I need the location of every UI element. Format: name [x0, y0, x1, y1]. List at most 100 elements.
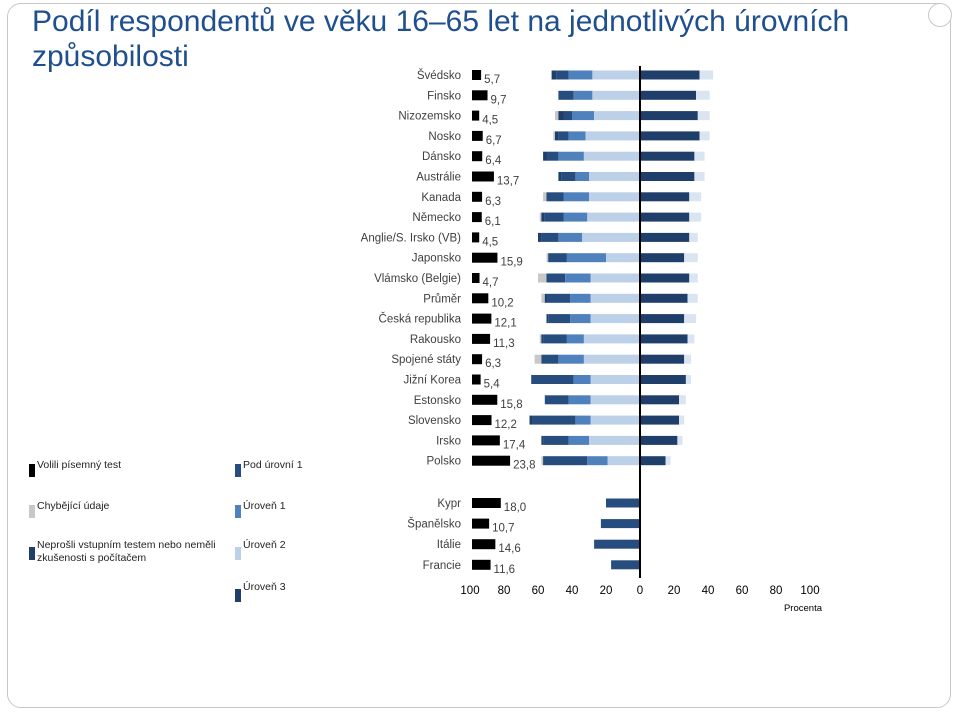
bar-segment-neprosli	[555, 131, 559, 141]
bar-segment-uroven_2	[585, 131, 640, 141]
bar-segment-uroven_2	[583, 354, 640, 364]
test-bar	[472, 518, 490, 529]
bar-segment-pod_uroven_1	[548, 314, 571, 324]
bar-segment-uroven_3	[640, 172, 695, 181]
bar-segment-uroven_4_5	[696, 90, 710, 100]
bar-segment-uroven_4_5	[684, 314, 697, 324]
bar-segment-uroven_1	[558, 232, 583, 242]
bar-segment-uroven_4_5	[679, 415, 685, 425]
country-label: Kypr	[437, 498, 461, 510]
bar-segment-uroven_1	[573, 375, 591, 384]
bar-segment-uroven_3	[640, 435, 678, 445]
bar-segment-pod_uroven_1	[543, 456, 588, 466]
bar-segment-pod_uroven_1	[556, 70, 569, 80]
bar-segment-pod_uroven_1	[546, 151, 559, 161]
x-tick-label: 100	[460, 585, 479, 597]
country-label: Estonsko	[414, 395, 461, 407]
bar-segment-uroven_2	[590, 293, 640, 303]
test-value-label: 18,0	[504, 502, 526, 514]
bar-segment-uroven_4_5	[687, 293, 698, 303]
test-value-label: 6,1	[485, 216, 501, 228]
country-label: Irsko	[436, 435, 461, 447]
test-bar	[472, 252, 498, 263]
bar-segment-neprosli	[558, 172, 562, 181]
x-tick-label: 60	[736, 585, 749, 597]
country-label: Slovensko	[408, 415, 461, 427]
bar-segment-uroven_2	[582, 232, 640, 242]
bar-segment-uroven_1	[568, 131, 586, 141]
x-tick-label: 40	[702, 585, 715, 597]
bar-segment-uroven_2	[583, 334, 640, 344]
test-bar	[472, 70, 482, 80]
country-label: Německo	[412, 212, 461, 224]
country-label: Průměr	[423, 293, 461, 305]
country-label: Nosko	[428, 131, 461, 143]
bar-segment-neprosli	[541, 435, 544, 445]
test-bar	[472, 232, 480, 243]
country-label: Francie	[423, 560, 461, 572]
legend: Volili písemný test Pod úrovní 1 Chybějící…	[29, 459, 303, 602]
bar-segment-uroven_1	[568, 395, 591, 405]
country-label: Dánsko	[422, 151, 461, 163]
x-tick-label: 80	[498, 585, 511, 597]
test-value-label: 10,2	[491, 297, 513, 309]
legend-swatch-neprosli	[29, 547, 35, 560]
country-label: Itálie	[437, 539, 461, 551]
page-title: Podíl respondentů ve věku 16–65 let na j…	[32, 5, 850, 73]
bar-segment-pod_uroven_1	[546, 192, 564, 202]
bar-segment-uroven_3	[640, 354, 685, 364]
test-bar	[472, 90, 488, 101]
chart-rows: Švédsko 5,7 Finsko 9,7 Nizozemsko 4,5 Nosko 6,7…	[361, 69, 714, 576]
bar-segment-uroven_1	[565, 273, 591, 283]
country-label: Anglie/S. Irsko (VB)	[361, 232, 462, 244]
bar-segment-uroven_2	[590, 314, 640, 324]
test-value-label: 12,2	[495, 419, 517, 431]
bar-segment-pod_uroven_1	[543, 334, 567, 344]
bar-segment-uroven_4_5	[689, 192, 702, 202]
legend-label-uroven_2: Úroveň 2	[243, 538, 286, 551]
bar-segment-uroven_3	[640, 192, 690, 202]
bar-segment-uroven_3	[640, 456, 666, 466]
legend-swatch-pod_uroven_1	[235, 464, 241, 477]
country-label: Finsko	[427, 90, 461, 102]
test-value-label: 23,8	[513, 460, 535, 472]
bar-segment-uroven_4_5	[685, 375, 691, 384]
bar-segment-chybejici_udaje	[534, 354, 542, 364]
bar-segment-pod_uroven_1	[600, 519, 640, 529]
bar-segment-uroven_2	[590, 375, 640, 384]
bar-segment-uroven_4_5	[679, 395, 686, 405]
bar-segment-pod_uroven_1	[594, 539, 640, 549]
bar-segment-pod_uroven_1	[544, 212, 564, 222]
test-bar	[472, 559, 491, 570]
bar-segment-uroven_2	[590, 415, 640, 425]
test-bar	[472, 539, 496, 550]
country-label: Austrálie	[416, 172, 461, 184]
bar-segment-pod_uroven_1	[548, 253, 567, 263]
bar-segment-uroven_3	[640, 70, 700, 80]
bar-segment-uroven_4_5	[689, 232, 698, 242]
country-label: Polsko	[426, 456, 461, 468]
bar-segment-uroven_3	[640, 131, 700, 141]
bar-segment-uroven_1	[558, 354, 584, 364]
bar-segment-uroven_3	[640, 375, 686, 384]
bar-segment-uroven_1	[566, 253, 606, 263]
bar-segment-uroven_2	[589, 435, 640, 445]
bar-segment-uroven_2	[592, 70, 640, 80]
x-tick-label: 20	[668, 585, 681, 597]
bar-segment-chybejici_udaje	[541, 456, 544, 466]
bar-segment-uroven_1	[568, 70, 593, 80]
x-tick-label: 60	[532, 585, 545, 597]
bar-segment-chybejici_udaje	[553, 131, 555, 141]
bar-segment-chybejici_udaje	[546, 253, 549, 263]
country-label: Nizozemsko	[398, 111, 461, 123]
test-bar	[472, 333, 491, 344]
bar-segment-uroven_2	[589, 192, 640, 202]
bar-segment-uroven_4_5	[684, 253, 698, 263]
bar-segment-neprosli	[546, 314, 549, 324]
test-bar	[472, 151, 483, 162]
country-label: Rakousko	[410, 334, 461, 346]
test-value-label: 15,9	[500, 257, 522, 269]
bar-segment-uroven_2	[587, 212, 640, 222]
bar-segment-uroven_4_5	[665, 456, 671, 466]
country-label: Vlámsko (Belgie)	[374, 273, 461, 285]
